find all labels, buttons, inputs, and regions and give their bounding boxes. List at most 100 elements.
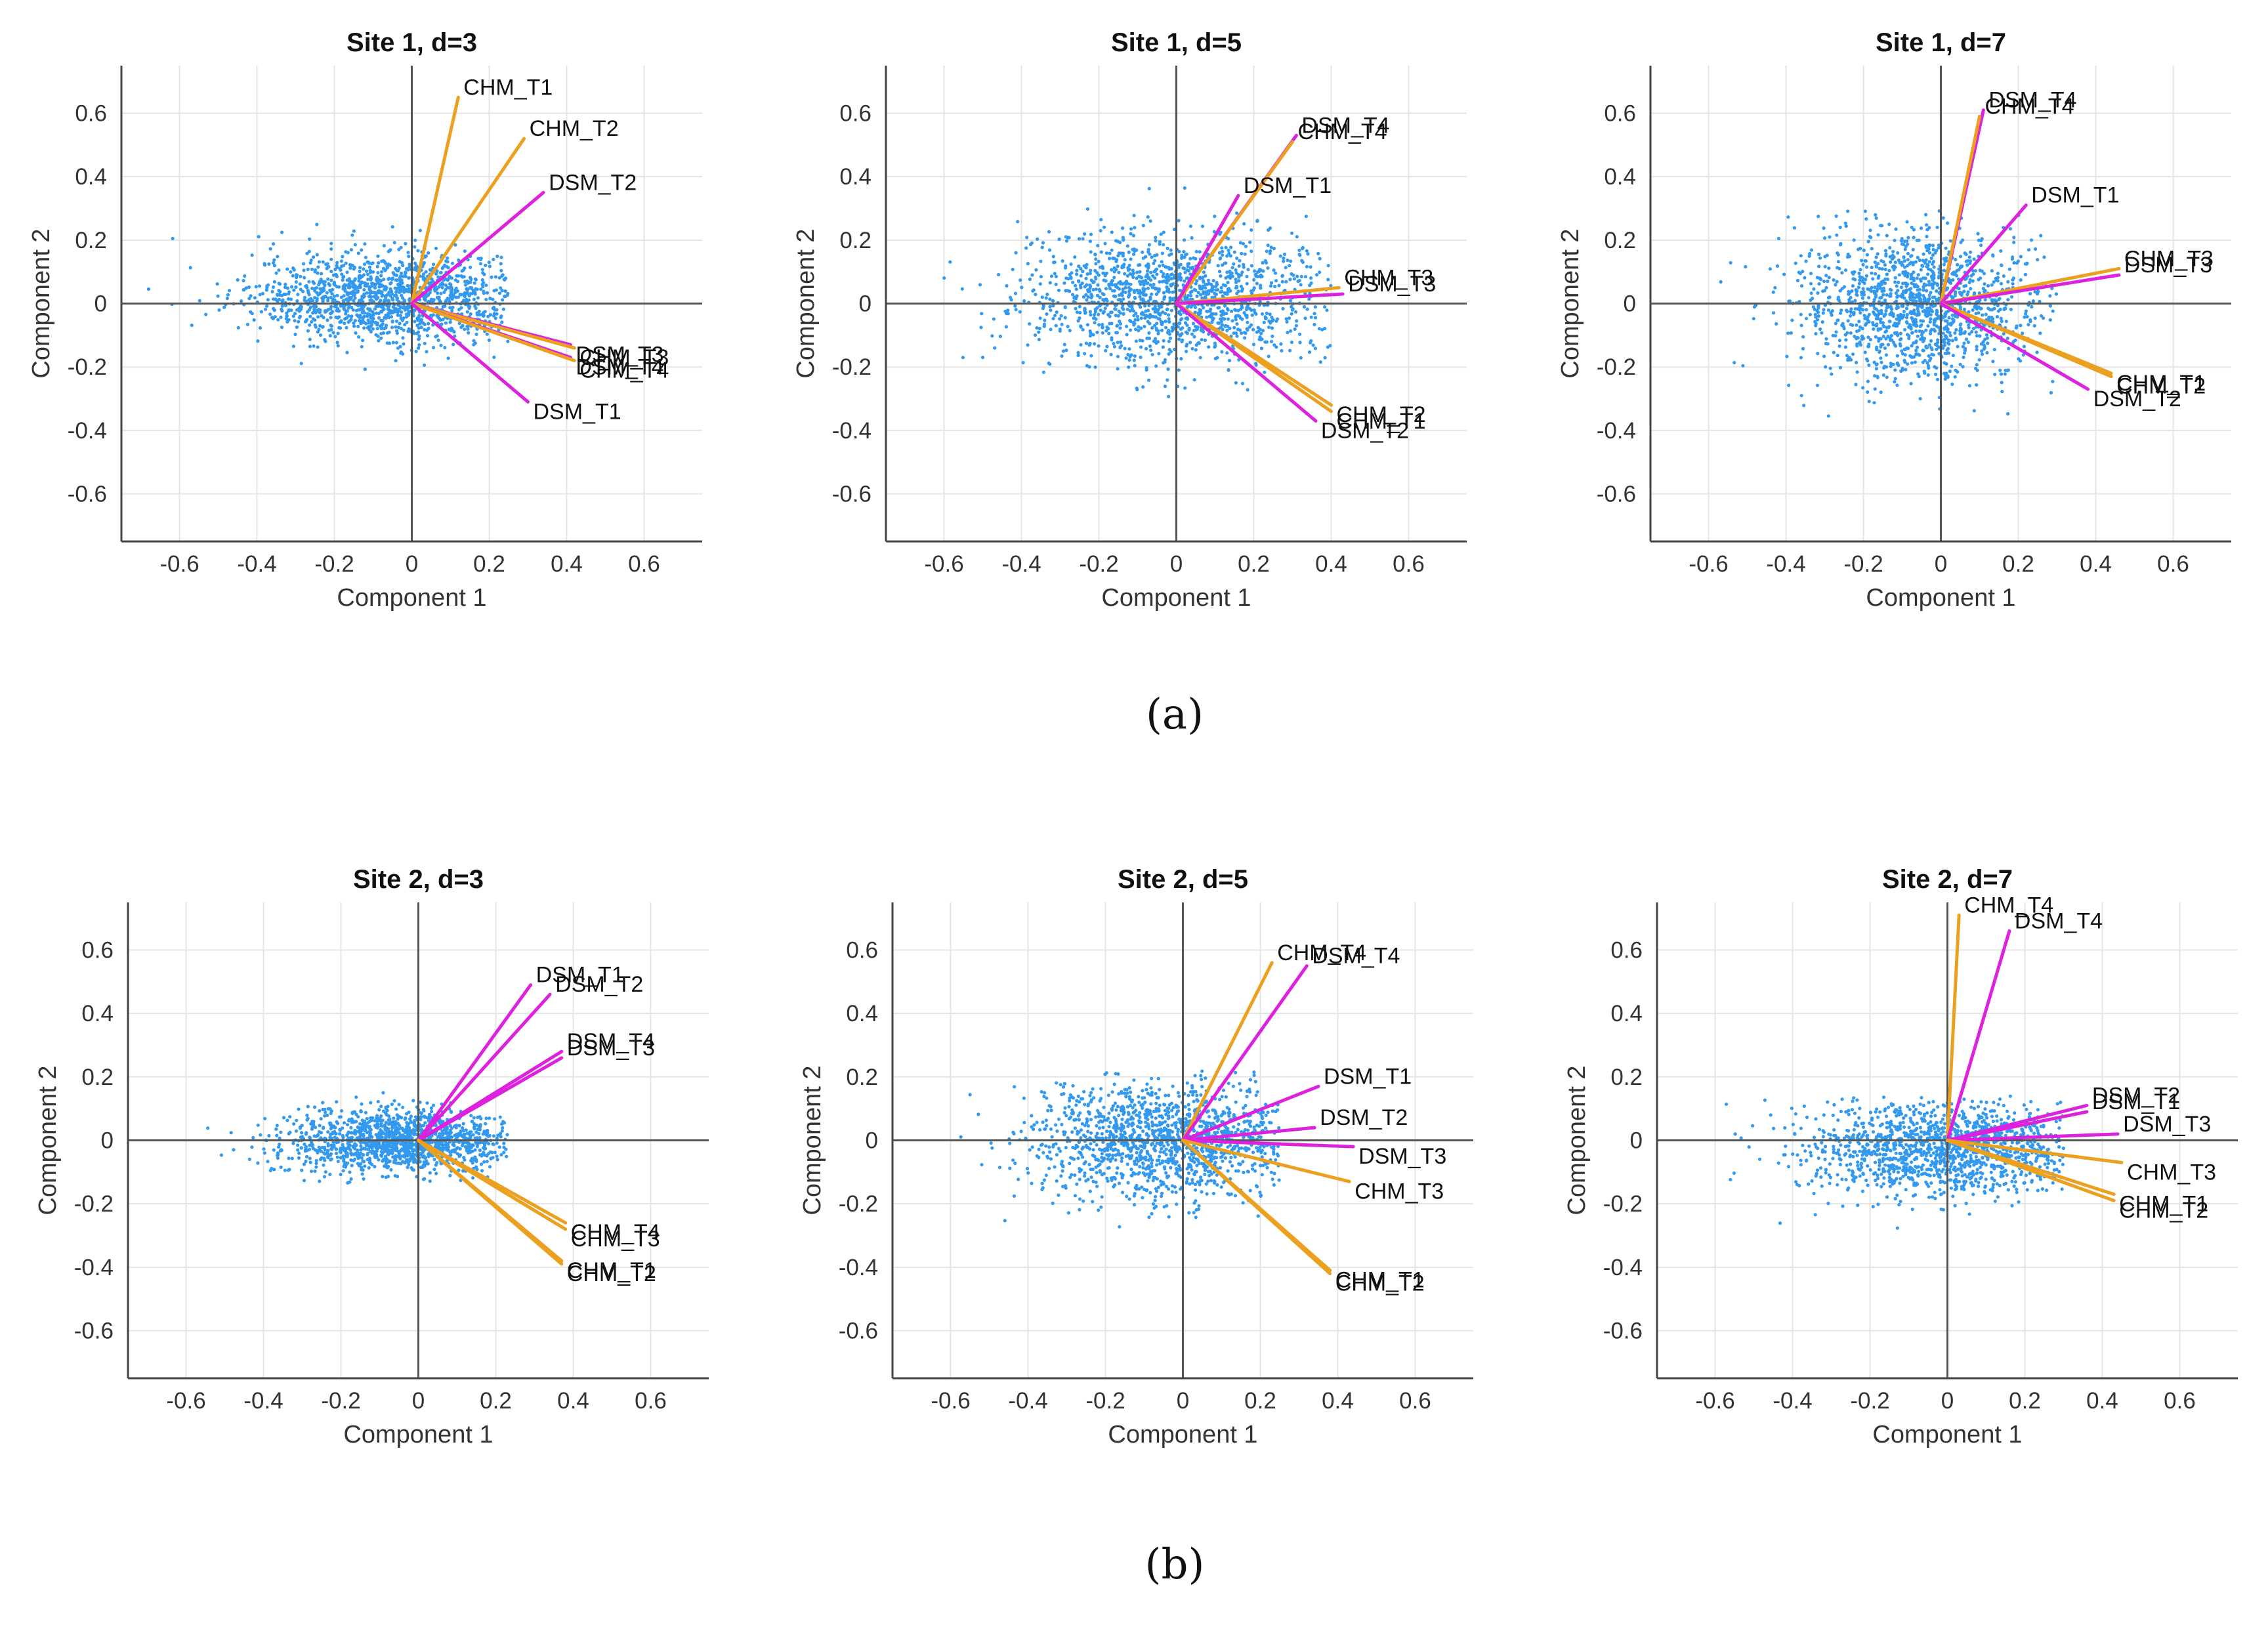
score-point	[1269, 245, 1273, 249]
score-point	[1935, 283, 1939, 287]
score-point	[262, 263, 267, 267]
score-point	[371, 282, 375, 285]
score-point	[1127, 263, 1131, 267]
score-point	[1227, 368, 1230, 372]
score-point	[1878, 318, 1882, 322]
score-point	[1874, 216, 1878, 220]
score-point	[1250, 323, 1253, 327]
score-point	[1876, 375, 1880, 379]
score-point	[1071, 280, 1075, 284]
score-point	[2051, 379, 2055, 384]
score-point	[1083, 285, 1087, 289]
score-point	[1845, 310, 1849, 314]
score-point	[1128, 328, 1133, 332]
score-point	[1215, 281, 1219, 285]
score-point	[1225, 292, 1229, 296]
score-point	[1213, 345, 1217, 349]
score-point	[270, 289, 274, 293]
score-point	[1087, 343, 1091, 347]
score-point	[358, 285, 362, 289]
score-point	[1074, 287, 1078, 291]
score-point	[1112, 345, 1116, 349]
score-point	[308, 237, 312, 241]
score-point	[352, 299, 356, 303]
score-point	[1929, 339, 1933, 343]
biplot-panel-4: -0.6 -0.4 -0.2 0 0.2 0.4 0.60.60.40.20-0.2-0.4…	[34, 865, 709, 1448]
score-point	[1967, 332, 1971, 336]
score-point	[384, 313, 388, 317]
score-point	[1227, 289, 1231, 293]
score-point	[1958, 265, 1963, 270]
score-point	[1243, 252, 1247, 256]
score-point	[1775, 264, 1780, 268]
score-point	[423, 298, 427, 302]
score-point	[445, 264, 449, 268]
score-point	[1097, 323, 1101, 327]
score-point	[296, 1143, 300, 1147]
score-point	[1918, 353, 1922, 357]
score-point	[1075, 310, 1079, 314]
score-point	[1881, 279, 1885, 283]
score-point	[1177, 311, 1181, 315]
score-point	[1799, 394, 1803, 398]
score-point	[362, 287, 366, 292]
score-point	[318, 333, 323, 337]
score-point	[1868, 228, 1872, 232]
score-point	[1932, 321, 1936, 325]
score-point	[1132, 213, 1136, 217]
score-point	[1280, 274, 1284, 278]
score-point	[1972, 409, 1976, 413]
score-point	[1177, 321, 1181, 325]
score-point	[472, 281, 476, 285]
score-point	[442, 290, 446, 294]
score-point	[444, 283, 448, 287]
score-point	[1159, 270, 1164, 274]
score-point	[1235, 334, 1239, 338]
score-point	[1999, 316, 2003, 320]
score-point	[1290, 312, 1293, 316]
score-point	[301, 262, 306, 266]
score-point	[1861, 386, 1865, 390]
score-point	[394, 325, 398, 329]
score-point	[450, 261, 455, 265]
score-point	[978, 283, 982, 287]
score-point	[2033, 316, 2037, 320]
score-point	[474, 332, 478, 336]
score-point	[320, 272, 324, 276]
score-point	[447, 276, 452, 280]
score-point	[1868, 234, 1872, 239]
score-point	[1093, 321, 1097, 325]
score-point	[1835, 280, 1839, 284]
y-tick-label: 0.2	[839, 228, 872, 253]
score-point	[1267, 326, 1271, 329]
score-point	[1996, 309, 2000, 313]
score-point	[395, 296, 400, 301]
biplot-panel-2: -0.6 -0.4 -0.2 0 0.2 0.4 0.60.60.40.20-0.2-0.4…	[792, 28, 1467, 612]
score-point	[1108, 251, 1112, 255]
score-point	[395, 278, 399, 282]
score-point	[448, 306, 452, 310]
score-point	[1920, 333, 1924, 337]
score-point	[1990, 308, 1994, 312]
score-point	[1178, 273, 1182, 277]
score-point	[1232, 250, 1236, 254]
score-point	[1040, 245, 1044, 249]
score-point	[1104, 297, 1108, 301]
score-point	[1925, 234, 1929, 238]
score-point	[1150, 255, 1154, 259]
score-point	[1941, 216, 1945, 220]
score-point	[481, 271, 485, 275]
score-point	[326, 318, 329, 322]
score-point	[1881, 373, 1885, 377]
score-point	[366, 260, 371, 264]
score-point	[1897, 318, 1900, 322]
score-point	[485, 332, 489, 336]
score-point	[362, 326, 366, 330]
score-point	[1845, 354, 1849, 358]
score-point	[1944, 312, 1948, 316]
score-point	[1141, 339, 1144, 343]
score-point	[317, 260, 322, 264]
score-point	[1167, 320, 1171, 324]
score-point	[1876, 276, 1880, 280]
score-point	[345, 350, 349, 354]
